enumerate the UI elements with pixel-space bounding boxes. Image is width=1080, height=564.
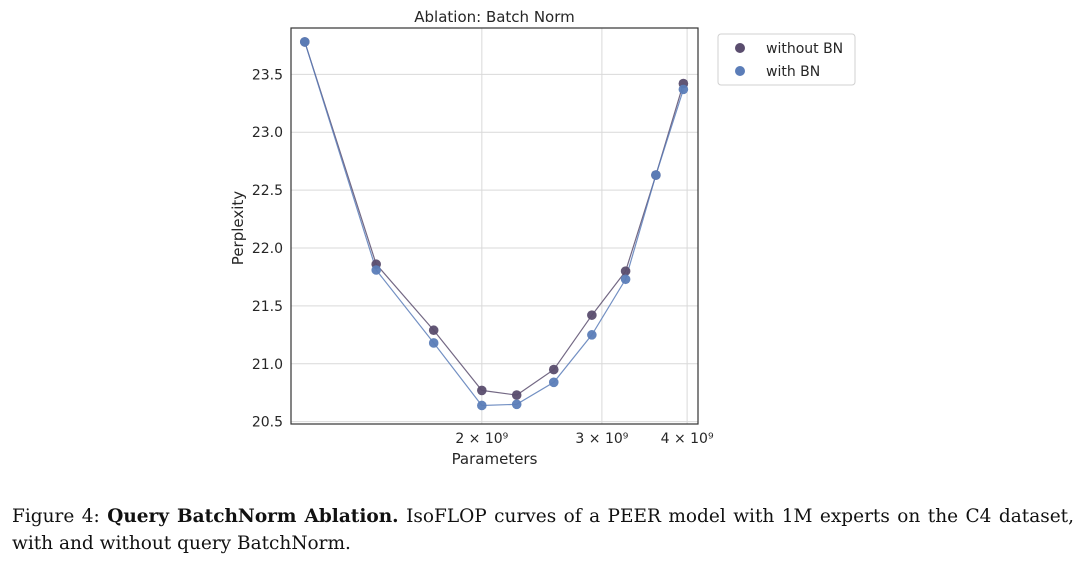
data-point-with-bn [371,265,381,275]
y-tick-label: 23.5 [252,67,283,83]
data-point-with-bn [651,170,661,180]
plot-frame [290,27,699,425]
legend-label-with-bn: with BN [766,64,820,80]
data-point-without-bn [511,390,522,400]
caption-text: IsoFLOP curves of a PEER model with 1M e… [12,506,1074,554]
y-tick-labels: 20.5 21.0 21.5 22.0 22.5 23.0 23.5 [252,67,283,430]
x-tick-label: 3 × 10⁹ [575,431,628,447]
x-tick-label: 4 × 10⁹ [661,431,714,447]
y-tick-label: 20.5 [252,415,283,431]
legend-marker-with-bn [735,66,745,76]
data-point-with-bn [678,84,689,95]
data-point-with-bn [299,37,310,47]
legend-box [717,33,856,86]
y-axis-label: Perplexity [229,191,247,265]
data-point-without-bn [620,266,631,276]
legend: without BN with BN [717,33,856,86]
y-tick-label: 21.5 [252,299,283,315]
data-point-with-bn [587,330,597,340]
x-axis-label: Parameters [452,450,538,468]
series-layer [299,37,689,411]
legend-marker-without-bn [735,43,745,53]
x-tick-label: 2 × 10⁹ [455,431,508,447]
data-point-with-bn [477,400,487,411]
x-tick-labels: 2 × 10⁹ 3 × 10⁹ 4 × 10⁹ [455,431,714,447]
caption-figure-label: Figure 4: [12,506,100,527]
series-line-with-bn [304,41,684,407]
y-tick-label: 23.0 [252,125,283,141]
data-point-with-bn [620,274,631,285]
data-point-without-bn [548,364,559,375]
data-point-without-bn [428,325,439,336]
figure-caption: Figure 4: Query BatchNorm Ablation. IsoF… [12,503,1074,557]
chart-figure: 20.5 21.0 21.5 22.0 22.5 23.0 23.5 2 × 10⁹ 3 × … [229,8,856,468]
chart-title: Ablation: Batch Norm [414,8,575,26]
y-tick-label: 21.0 [252,357,283,373]
data-point-without-bn [587,310,597,320]
caption-bold-title: Query BatchNorm Ablation. [107,506,399,527]
y-tick-label: 22.0 [252,241,283,257]
legend-label-without-bn: without BN [766,41,843,57]
grid-lines [291,28,698,424]
y-tick-label: 22.5 [252,183,283,199]
data-point-with-bn [511,399,522,410]
data-point-without-bn [477,385,487,396]
data-point-with-bn [548,377,559,388]
data-point-with-bn [428,338,439,348]
series-line-without-bn [304,41,684,396]
